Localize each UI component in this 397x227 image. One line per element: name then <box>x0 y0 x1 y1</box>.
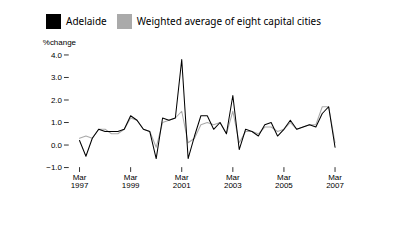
html-text:Adelaide: Adelaide <box>66 14 107 28</box>
svg-text:3.0: 3.0 <box>51 73 63 82</box>
svg-text:Mar2005: Mar2005 <box>275 173 293 190</box>
svg-text:0.0: 0.0 <box>51 141 63 150</box>
svg-text:4.0: 4.0 <box>51 51 63 60</box>
svg-text:2.0: 2.0 <box>51 96 63 105</box>
svg-text:Mar2003: Mar2003 <box>224 173 242 190</box>
svg-text:Mar2001: Mar2001 <box>173 173 191 190</box>
svg-text:Mar1997: Mar1997 <box>71 173 89 190</box>
svg-text:Mar1999: Mar1999 <box>122 173 140 190</box>
svg-text:%change: %change <box>43 38 77 47</box>
svg-text:−1.0: −1.0 <box>46 163 62 172</box>
svg-text:Mar2007: Mar2007 <box>326 173 344 190</box>
svg-text:1.0: 1.0 <box>51 118 63 127</box>
html-text:Weighted average of eight capi: Weighted average of eight capital cities <box>136 14 322 28</box>
